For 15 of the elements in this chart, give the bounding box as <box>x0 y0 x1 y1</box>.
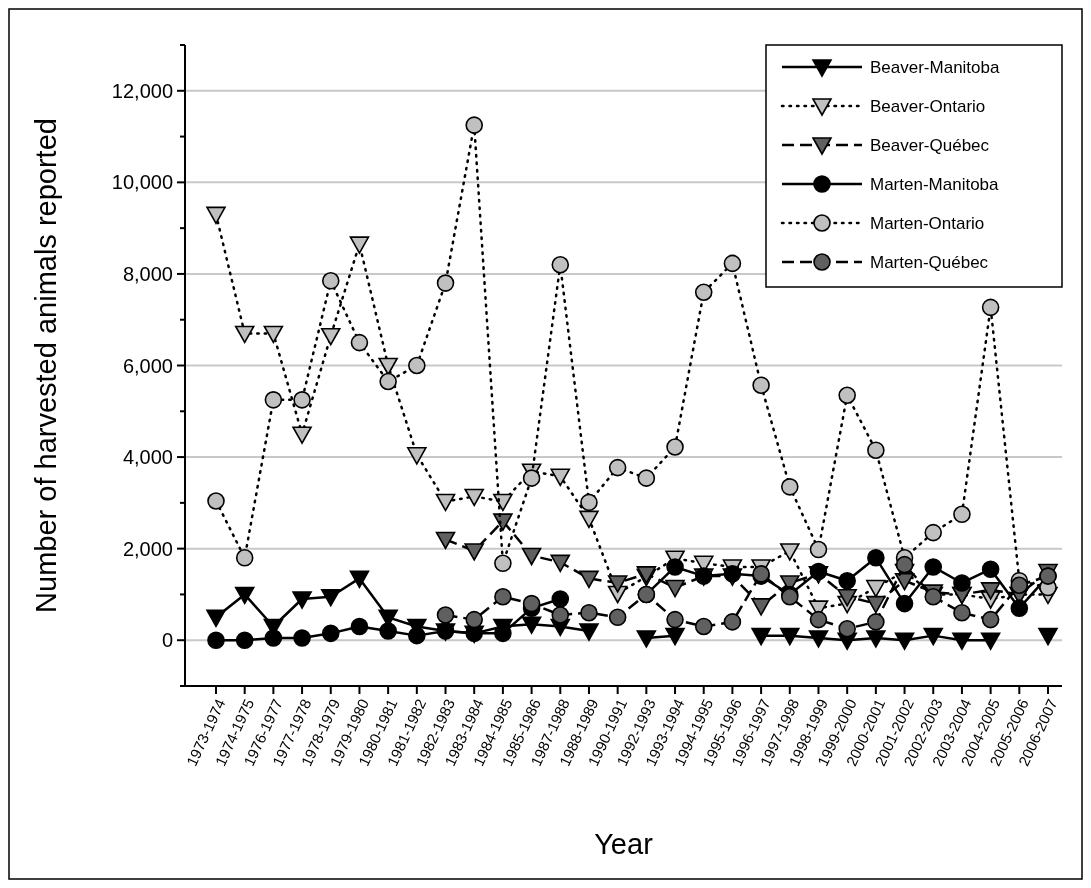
y-tick-label: 12,000 <box>111 79 173 102</box>
x-axis-title: Year <box>594 828 654 860</box>
y-tick-label: 4,000 <box>122 446 173 469</box>
legend-label: Marten-Québec <box>870 252 989 272</box>
y-tick-label: 0 <box>161 629 173 652</box>
legend-label: Marten-Manitoba <box>870 174 1000 194</box>
y-tick-label: 8,000 <box>122 262 173 285</box>
legend-label: Beaver-Ontario <box>870 96 986 116</box>
legend-label: Marten-Ontario <box>870 213 985 233</box>
legend-label: Beaver-Manitoba <box>870 57 1000 77</box>
y-tick-label: 2,000 <box>122 537 173 560</box>
legend-label: Beaver-Québec <box>870 135 990 155</box>
y-tick-label: 6,000 <box>122 354 173 377</box>
y-axis-title: Number of harvested animals reported <box>30 118 62 613</box>
y-tick-label: 10,000 <box>111 171 173 194</box>
